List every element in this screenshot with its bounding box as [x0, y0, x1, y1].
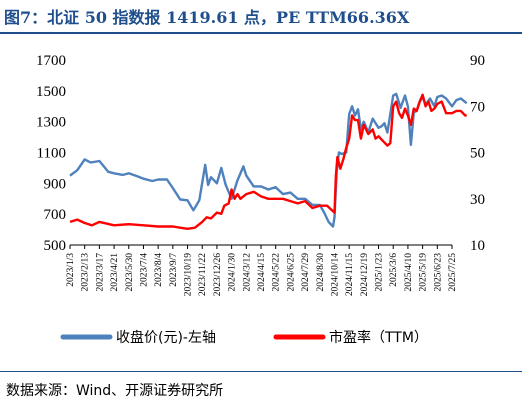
x-tick-label: 2023/9/7 — [169, 253, 179, 287]
x-tick-label: 2024/4/15 — [257, 253, 267, 292]
x-tick-label: 2024/11/15 — [345, 253, 355, 296]
source-note: 数据来源：Wind、开源证券研究所 — [6, 383, 224, 399]
x-tick-label: 2023/5/30 — [125, 253, 135, 292]
x-tick-label: 2023/12/26 — [213, 253, 223, 297]
x-tick-label: 2024/8/30 — [316, 253, 326, 292]
x-tick-label: 2023/7/4 — [139, 253, 149, 287]
x-tick-label: 2024/1/30 — [228, 253, 238, 292]
title-rule — [0, 32, 522, 34]
x-tick-label: 2024/10/14 — [330, 253, 340, 297]
x-tick-label: 2023/3/17 — [95, 253, 105, 292]
legend: 收盘价(元)-左轴 市盈率（TTM） — [60, 329, 428, 346]
y-right-tick-label: 10 — [470, 238, 485, 254]
x-tick-label: 2023/2/13 — [81, 253, 91, 292]
x-tick-label: 2025/7/25 — [448, 253, 458, 292]
y-left-tick-label: 500 — [44, 238, 67, 254]
y-left-tick-label: 900 — [44, 176, 67, 192]
y-right-axis: 10 30 50 70 90 — [470, 53, 485, 254]
y-left-tick-label: 1500 — [36, 84, 66, 100]
x-tick-label: 2024/5/22 — [272, 253, 282, 292]
series-layer — [69, 92, 468, 230]
x-tick-label: 2025/1/23 — [375, 253, 385, 292]
y-right-tick-label: 70 — [470, 99, 485, 115]
x-tick-label: 2024/7/29 — [301, 253, 311, 292]
chart: 500 700 900 1100 1300 1500 1700 10 30 50 70 90 202… — [36, 53, 485, 346]
source-rule — [0, 371, 522, 372]
series-line-pe-ttm — [69, 93, 467, 230]
x-tick-label: 2023/1/3 — [66, 253, 76, 287]
x-axis: 2023/1/3 2023/2/13 2023/3/17 2023/4/21 2023/… — [66, 245, 458, 296]
x-tick-label: 2023/11/22 — [198, 253, 208, 296]
x-tick-label: 2025/6/23 — [433, 253, 443, 292]
x-tick-label: 2025/5/19 — [419, 253, 429, 292]
x-tick-label: 2023/4/21 — [110, 253, 120, 292]
y-right-tick-label: 90 — [470, 53, 485, 69]
legend-label-price: 收盘价(元)-左轴 — [116, 329, 216, 346]
x-tick-label: 2024/12/19 — [360, 253, 370, 297]
legend-label-pe: 市盈率（TTM） — [329, 329, 428, 346]
y-left-tick-label: 1700 — [36, 53, 66, 69]
x-tick-label: 2025/4/10 — [404, 253, 414, 292]
x-tick-label: 2023/10/19 — [184, 253, 194, 297]
y-right-tick-label: 30 — [470, 192, 485, 208]
y-right-tick-label: 50 — [470, 146, 485, 162]
x-tick-label: 2023/8/4 — [154, 253, 164, 287]
y-left-tick-label: 1100 — [37, 146, 66, 162]
y-left-tick-label: 700 — [44, 207, 67, 223]
x-tick-label: 2024/3/12 — [242, 253, 252, 292]
x-tick-label: 2025/3/6 — [389, 253, 399, 287]
x-tick-label: 2024/6/25 — [286, 253, 296, 292]
y-left-axis: 500 700 900 1100 1300 1500 1700 — [36, 53, 66, 254]
page-title: 图7：北证 50 指数报 1419.61 点，PE TTM66.36X — [4, 8, 410, 27]
y-left-tick-label: 1300 — [36, 115, 66, 131]
